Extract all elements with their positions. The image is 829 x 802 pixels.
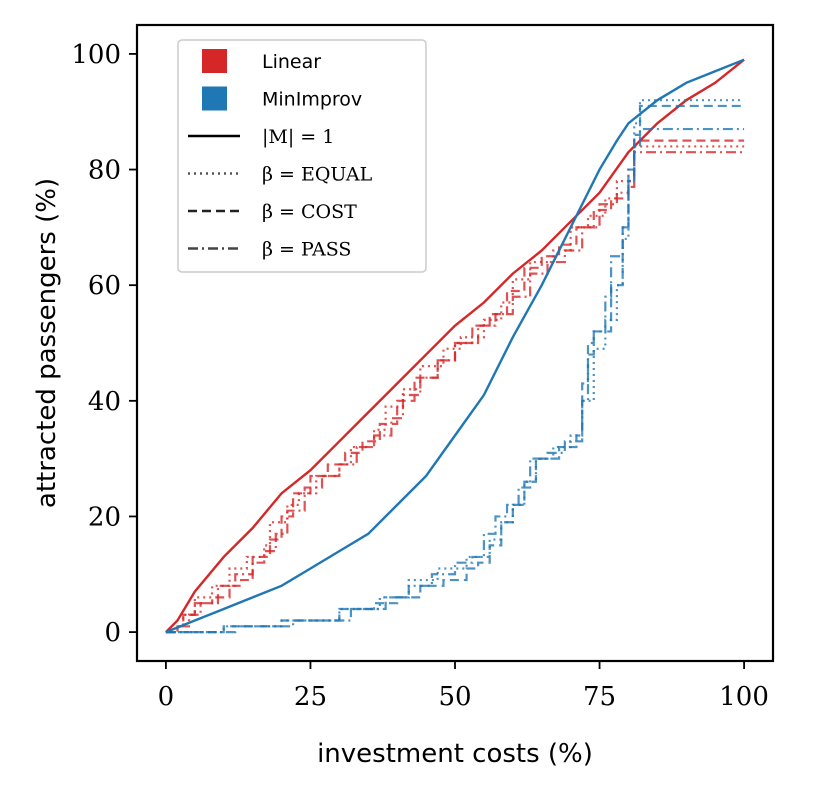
x-tick-label: 100: [719, 682, 769, 712]
legend-box: [177, 39, 427, 273]
y-axis-label: attracted passengers (%): [32, 178, 62, 508]
legend-label: |M| = 1: [262, 126, 334, 148]
axis-ticks: 0 25 50 75 100 0 20 40 60 80 100: [71, 40, 769, 712]
legend-label: MinImprov: [262, 89, 362, 111]
series-line-4: [165, 151, 745, 634]
x-axis-label: investment costs (%): [317, 739, 593, 769]
x-tick-label: 50: [438, 682, 471, 712]
series-line-5: [165, 58, 745, 634]
y-tick-label: 0: [104, 618, 121, 648]
legend-label: Linear: [262, 51, 321, 73]
series-line-8: [165, 127, 745, 634]
y-tick-label: 40: [88, 387, 121, 417]
series-line-1: [165, 58, 745, 633]
y-tick-label: 80: [88, 156, 121, 186]
series-line-7: [165, 104, 745, 634]
y-tick-label: 100: [71, 40, 121, 70]
legend: Linear MinImprov |M| = 1 β = EQUAL β = COST β…: [177, 39, 427, 273]
x-tick-label: 0: [158, 682, 175, 712]
legend-label: β = EQUAL: [262, 164, 373, 186]
x-tick-label: 25: [294, 682, 327, 712]
x-tick-label: 75: [583, 682, 616, 712]
legend-swatch: [202, 86, 227, 111]
legend-swatch: [202, 49, 227, 73]
plot-area: [165, 58, 745, 634]
legend-label: β = COST: [262, 201, 357, 223]
y-tick-label: 20: [88, 502, 121, 532]
legend-label: β = PASS: [262, 239, 351, 261]
y-tick-label: 60: [88, 271, 121, 301]
